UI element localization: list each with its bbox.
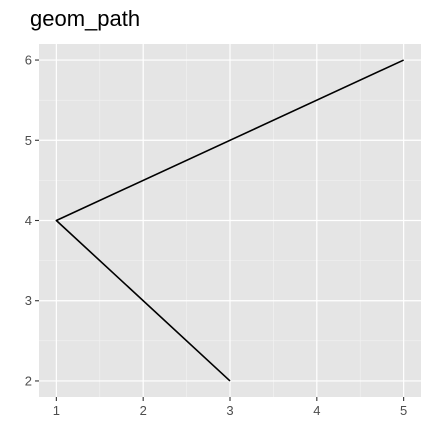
y-tick-label: 3 <box>25 293 32 308</box>
x-tick-label: 3 <box>226 403 233 418</box>
y-tick-label: 2 <box>25 373 32 388</box>
x-tick-label: 2 <box>140 403 147 418</box>
x-tick-label: 1 <box>53 403 60 418</box>
data-path-line <box>55 59 404 382</box>
y-tick-label: 6 <box>25 53 32 68</box>
x-tick-label: 4 <box>313 403 320 418</box>
x-tick-label: 5 <box>400 403 407 418</box>
chart-title: geom_path <box>30 6 141 31</box>
y-tick-label: 5 <box>25 133 32 148</box>
y-tick-label: 4 <box>25 213 32 228</box>
